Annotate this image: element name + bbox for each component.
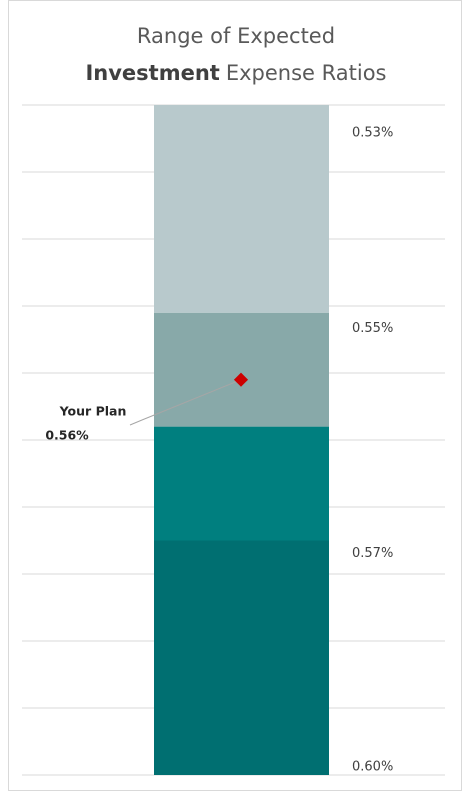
boundary-label: 0.55%	[352, 321, 393, 336]
leader-line	[129, 379, 242, 426]
bar-segment	[154, 105, 329, 313]
boundary-label: 0.57%	[352, 546, 393, 561]
title-emphasis: Investment	[85, 61, 219, 85]
bar-segment	[154, 312, 329, 427]
title-rest: Expense Ratios	[226, 61, 387, 85]
plan-label: Your Plan	[59, 404, 127, 419]
chart-title-line2: Investment Expense Ratios	[85, 61, 386, 85]
plan-value: 0.56%	[45, 428, 89, 443]
chart-title: Range of Expected	[137, 24, 335, 48]
boundary-label: 0.53%	[352, 126, 393, 141]
bar-segment	[154, 540, 329, 775]
bar-segment	[154, 426, 329, 541]
plan-marker	[233, 372, 249, 387]
boundary-label: 0.60%	[352, 760, 393, 775]
